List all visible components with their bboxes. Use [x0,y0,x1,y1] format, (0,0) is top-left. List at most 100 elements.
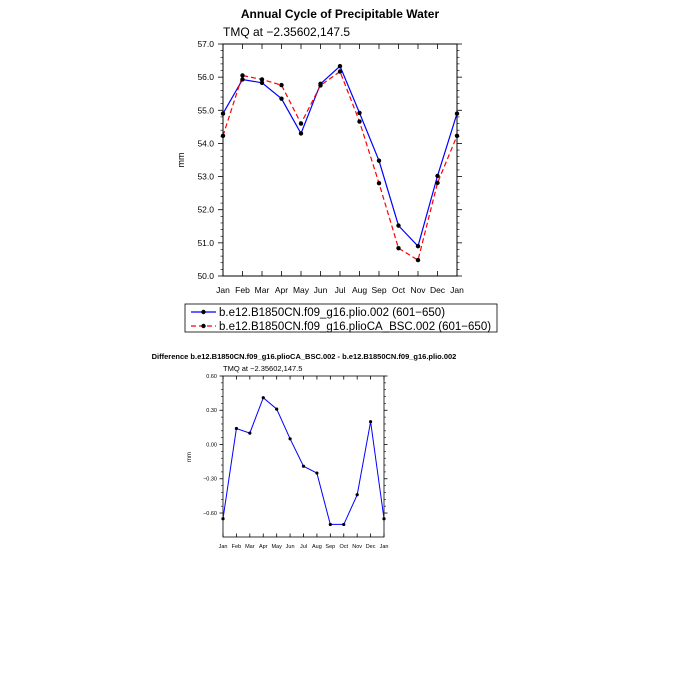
data-point [396,223,401,228]
data-point [415,243,421,249]
data-point [259,77,265,82]
data-point [279,82,284,88]
y-tick-label: −0.30 [203,477,217,483]
data-point [298,131,304,136]
x-tick-label: Mar [245,544,255,550]
data-point [328,522,332,527]
data-point [382,517,386,521]
data-point [355,493,359,497]
chart-subtitle: TMQ at −2.35602,147.5 [223,25,350,39]
x-tick-label: May [271,544,282,550]
x-tick-label: Sep [325,544,335,550]
data-point [259,80,265,85]
x-tick-label: Oct [392,285,406,295]
data-point [261,396,265,400]
chart-subtitle: TMQ at −2.35602,147.5 [223,364,302,373]
y-axis-label: mm [187,452,193,462]
series-points [221,396,386,527]
series-points [220,64,460,263]
axes: Jan Feb Mar Apr May Jun Jul Aug Sep Oct Nov Dec Jan5… [197,39,464,295]
x-tick-label: Dec [430,285,446,295]
data-point [396,245,401,251]
legend-marker-plio [201,309,206,315]
data-point [275,407,279,411]
x-tick-label: Aug [352,285,367,295]
data-point [298,121,304,126]
x-tick-label: Nov [352,544,362,550]
difference-chart: Difference b.e12.B1850CN.f09_g16.plioCA_… [152,352,457,550]
y-tick-label: 51.0 [197,238,214,248]
legend-box [184,303,498,333]
x-tick-label: Feb [232,544,241,550]
y-tick-label: −0.60 [203,511,217,517]
data-point [248,431,252,435]
data-point [357,119,362,124]
x-tick-label: Nov [410,285,426,295]
data-point [376,158,382,163]
x-tick-label: Sep [371,285,386,295]
x-tick-label: Jul [335,285,346,295]
data-point [337,69,343,74]
y-tick-label: 55.0 [197,105,214,115]
x-tick-label: Apr [259,544,268,550]
data-point [435,173,440,179]
x-tick-label: Jan [380,544,389,550]
chart-title: Difference b.e12.B1850CN.f09_g16.plioCA_… [152,352,457,361]
data-point [288,437,292,441]
legend-marker-pliocabsc [201,323,206,329]
x-tick-label: Mar [255,285,270,295]
data-point [221,517,225,521]
data-point [415,257,421,263]
axes: Jan Feb Mar Apr May Jun Jul Aug Sep Oct Nov Dec Jan −… [203,374,388,550]
data-point [337,64,343,69]
y-axis-label: mm [176,153,186,168]
data-point [234,426,239,431]
data-point [454,111,460,116]
x-tick-label: May [293,285,310,295]
y-tick-label: 57.0 [197,39,214,49]
x-tick-label: Jan [450,285,464,295]
x-tick-label: Jan [216,285,230,295]
x-tick-label: Oct [339,544,348,550]
y-tick-label: 54.0 [197,138,214,148]
x-tick-label: Aug [312,544,322,550]
x-tick-label: Apr [275,285,288,295]
y-tick-label: 53.0 [197,172,214,182]
chart-title: Annual Cycle of Precipitable Water [241,7,440,21]
data-point [240,77,245,82]
legend: b.e12.B1850CN.f09_g16.plio.002 (601−650)… [184,303,498,333]
x-tick-label: Dec [366,544,376,550]
y-tick-label: 0.30 [206,408,217,414]
data-point [301,464,306,468]
y-tick-label: 0.60 [206,374,217,380]
data-point [357,110,362,116]
x-tick-label: Feb [235,285,250,295]
y-tick-label: 0.00 [206,442,217,448]
y-tick-label: 56.0 [197,72,214,82]
y-tick-label: 50.0 [197,271,214,281]
data-point [376,181,382,186]
data-point [342,522,346,527]
data-point [318,83,323,88]
data-point [315,471,319,475]
data-point [220,111,226,116]
x-tick-label: Jun [314,285,328,295]
data-point [435,180,440,186]
x-tick-label: Jan [219,544,228,550]
data-point [368,420,373,424]
series-lines [222,65,458,262]
annual-cycle-chart: Annual Cycle of Precipitable Water TMQ a… [176,7,498,333]
series-line-0 [222,65,458,248]
series-line-0 [222,396,385,525]
legend-label-plio: b.e12.B1850CN.f09_g16.plio.002 (601−650) [219,307,445,319]
data-point [279,96,284,101]
data-point [240,73,245,78]
plot-frame [222,43,458,277]
data-point [220,133,226,139]
x-tick-label: Jul [300,544,307,550]
plot-frame [222,375,385,538]
data-point [454,133,460,139]
x-tick-label: Jun [286,544,295,550]
legend-label-pliocabsc: b.e12.B1850CN.f09_g16.plioCA_BSC.002 (60… [219,321,491,333]
